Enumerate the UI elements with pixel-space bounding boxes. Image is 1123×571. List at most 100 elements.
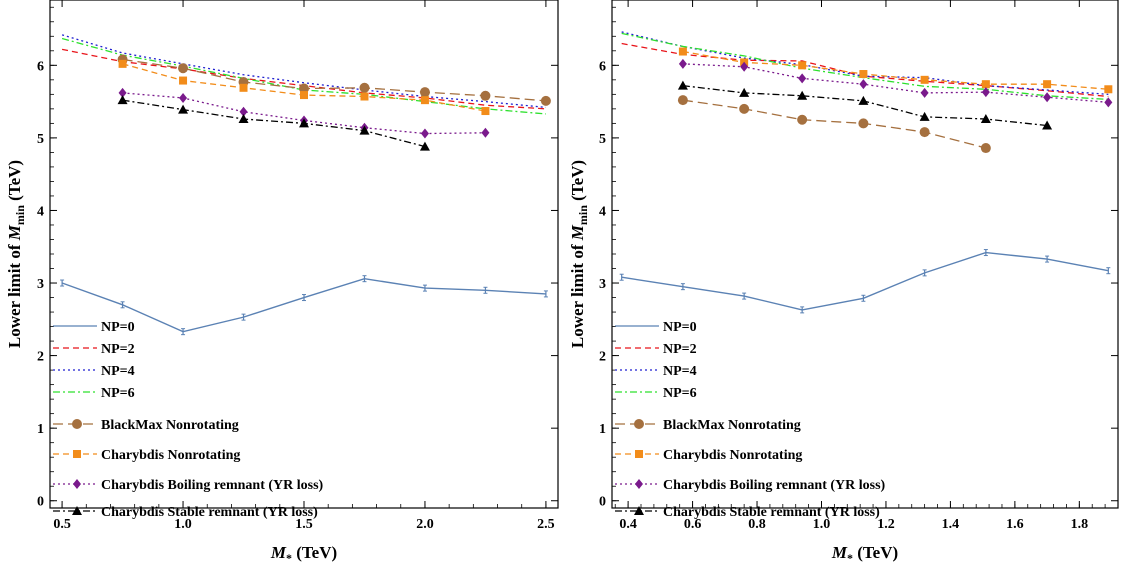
data-point: [919, 127, 930, 138]
y-tick-label: 4: [599, 204, 606, 219]
data-point: [359, 125, 370, 135]
data-point: [739, 103, 750, 114]
series-line: [621, 32, 1109, 101]
legend-entry: Charybdis Stable remnant (YR loss): [101, 505, 318, 520]
y-tick-label: 3: [599, 277, 606, 292]
series-line: [682, 63, 1109, 103]
y-tick-label: 5: [599, 132, 606, 147]
series-charybdis-stable-remnant-yr-loss-: [677, 80, 1053, 130]
data-point: [178, 63, 189, 74]
data-point: [360, 92, 369, 101]
chart-panel-1: 0.5 1.0 1.5 2.0 2.5 0 1 2 3 4 5 6 M* (TeV) Lower limi…: [5, 0, 559, 565]
y-tick-label: 3: [37, 277, 44, 292]
legend-entry: BlackMax Nonrotating: [101, 418, 239, 433]
legend-entry: Charybdis Boiling remnant (YR loss): [663, 478, 886, 493]
legend-entry: NP=4: [663, 364, 697, 379]
data-point: [920, 87, 929, 98]
data-point: [118, 87, 127, 98]
data-point: [1043, 92, 1052, 103]
legend-marker: [72, 506, 82, 515]
x-axis-title: M* (TeV): [270, 543, 337, 565]
data-point: [980, 143, 991, 154]
series-line: [61, 48, 546, 110]
series-blackmax-nonrotating: [117, 54, 551, 106]
legend-entry: Charybdis Nonrotating: [101, 448, 240, 463]
data-point: [859, 79, 868, 90]
data-point: [117, 95, 128, 105]
legend-entry: NP=0: [101, 320, 135, 335]
data-point: [481, 107, 490, 116]
data-point: [480, 90, 491, 101]
data-point: [678, 58, 687, 69]
legend-entry: NP=0: [663, 320, 697, 335]
chart-panel-2: 0.4 0.6 0.8 1.0 1.2 1.4 1.6 1.8 0 1 2 3 4 5 6 M* (TeV) L…: [568, 0, 1119, 565]
legend-entry: NP=6: [663, 386, 697, 401]
series-line: [682, 50, 1109, 90]
legend-entry: NP=2: [101, 342, 135, 357]
data-point: [678, 47, 687, 56]
series-charybdis-stable-remnant-yr-loss-: [117, 95, 430, 151]
data-point: [858, 95, 869, 105]
data-point: [798, 61, 807, 70]
data-point: [420, 96, 429, 105]
data-point: [919, 111, 930, 121]
legend: NP=0 NP=2 NP=4 NP=6 BlackMax Nonrotating Char…: [53, 320, 324, 520]
series-charybdis-boiling-remnant-yr-loss-: [678, 58, 1113, 108]
data-point: [239, 106, 248, 117]
data-point: [118, 59, 127, 68]
y-tick-label: 6: [37, 59, 44, 74]
y-tick-label: 4: [37, 204, 44, 219]
data-point: [179, 92, 188, 103]
x-tick-label: 2.0: [416, 517, 434, 532]
data-point: [797, 90, 808, 100]
series-np-0: [619, 249, 1111, 314]
y-tick-label: 0: [599, 495, 606, 510]
data-point: [677, 80, 688, 90]
data-point: [981, 80, 990, 89]
data-point: [859, 70, 868, 79]
data-point: [239, 83, 248, 92]
series-line: [122, 99, 426, 148]
legend-marker: [73, 479, 81, 489]
data-point: [419, 141, 430, 151]
y-axis-title: Lower limit of Mmin (TeV): [5, 160, 27, 348]
x-tick-label: 2.5: [537, 517, 555, 532]
legend-entry: Charybdis Nonrotating: [663, 448, 802, 463]
data-point: [740, 61, 749, 72]
x-tick-label: 1.0: [813, 517, 831, 532]
legend-marker: [634, 419, 644, 429]
data-point: [300, 91, 308, 100]
x-tick-label: 1.5: [295, 517, 313, 532]
data-point: [677, 95, 688, 106]
data-point: [1042, 120, 1053, 130]
x-tick-label: 1.4: [942, 517, 960, 532]
data-point: [920, 75, 929, 84]
legend-marker: [634, 506, 644, 515]
y-tick-label: 2: [37, 350, 44, 365]
legend-marker: [73, 450, 81, 458]
data-point: [1043, 80, 1052, 89]
x-tick-label: 1.2: [877, 517, 895, 532]
series-np-6: [621, 32, 1109, 101]
data-point: [981, 87, 990, 98]
y-tick-label: 1: [37, 422, 44, 437]
data-point: [359, 82, 370, 93]
x-tick-label: 0.5: [53, 517, 71, 532]
data-point: [179, 76, 188, 85]
legend-marker: [635, 450, 643, 458]
series-line: [61, 277, 546, 333]
x-tick-label: 1.0: [174, 517, 192, 532]
data-point: [178, 104, 189, 114]
legend-entry: NP=2: [663, 342, 697, 357]
series-line: [122, 58, 546, 102]
series-blackmax-nonrotating: [677, 95, 991, 154]
x-tick-label: 1.6: [1006, 517, 1024, 532]
legend-entry: BlackMax Nonrotating: [663, 418, 801, 433]
data-point: [419, 87, 430, 98]
legend-marker: [635, 479, 643, 489]
series-charybdis-nonrotating: [118, 59, 490, 116]
data-point: [481, 127, 490, 138]
data-point: [980, 114, 991, 124]
legend-marker: [72, 419, 82, 429]
